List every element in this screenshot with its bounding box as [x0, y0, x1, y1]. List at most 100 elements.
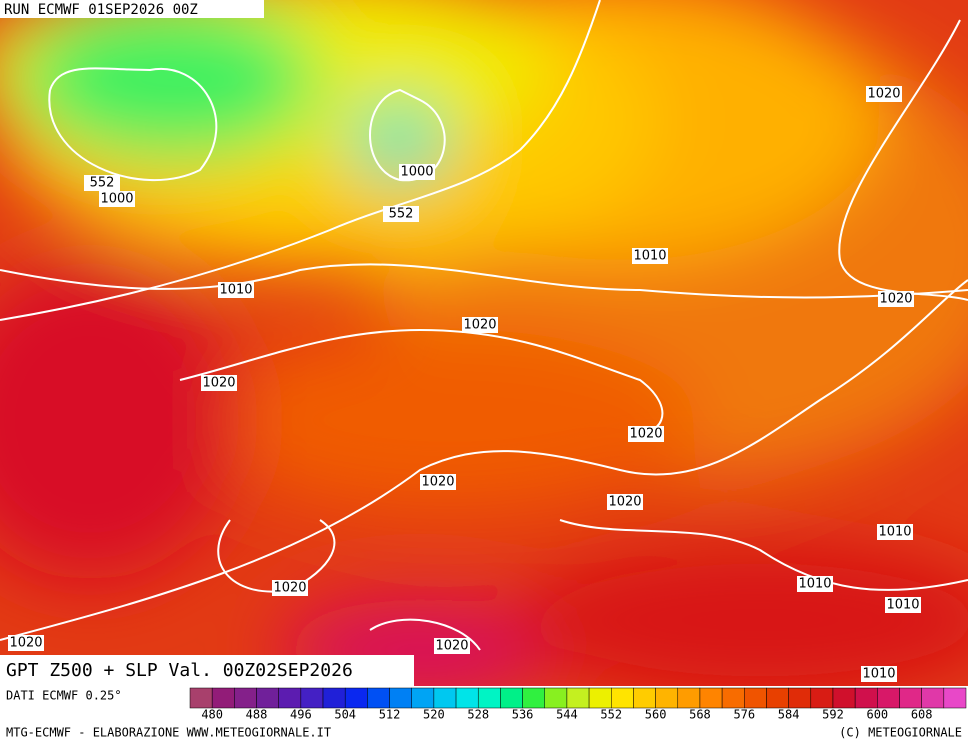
contour-label: 1020 [435, 639, 468, 654]
source-label: DATI ECMWF 0.25° [6, 689, 122, 703]
contour-label: 1020 [9, 636, 42, 651]
contour-label-bg [434, 638, 470, 654]
contour-label: 1010 [886, 598, 919, 613]
contour-label-bg [201, 375, 237, 391]
legend-swatch [544, 687, 568, 709]
legend-swatch [455, 687, 479, 709]
legend-label: 568 [689, 708, 711, 722]
legend-swatch [921, 687, 945, 709]
legend-swatch [433, 687, 457, 709]
legend-swatch [877, 687, 900, 709]
legend-label: 520 [423, 708, 445, 722]
legend-swatch [189, 687, 213, 709]
contour-label-bg [607, 494, 643, 510]
legend-label: 512 [379, 708, 401, 722]
contour-label: 1020 [867, 87, 900, 102]
contour-label: 1020 [629, 427, 662, 442]
legend-swatch [477, 687, 501, 709]
legend-label: 528 [467, 708, 489, 722]
legend-swatch [699, 687, 723, 709]
contour-label: 1020 [608, 495, 641, 510]
contour-label: 1010 [798, 577, 831, 592]
legend-swatch [655, 687, 679, 709]
contour-label-bg [632, 248, 668, 264]
legend-swatch [744, 687, 767, 709]
legend-label: 536 [512, 708, 534, 722]
contour-label-bg [628, 426, 664, 442]
contour-label: 1020 [879, 292, 912, 307]
footer-right: (C) METEOGIORNALE [839, 726, 962, 740]
legend-label: 504 [334, 708, 356, 722]
contour-label-bg [84, 175, 120, 191]
run-box [0, 0, 264, 18]
legend-swatch [943, 687, 967, 709]
legend-swatch [854, 687, 878, 709]
contour-label: 1010 [633, 249, 666, 264]
contour-label: 1000 [400, 165, 433, 180]
contour-label-bg [866, 86, 902, 102]
legend-label: 488 [246, 708, 268, 722]
contour-label-bg [797, 576, 833, 592]
title-box [0, 655, 414, 686]
legend-swatch [278, 687, 302, 709]
legend-swatch [256, 687, 279, 709]
run-label: RUN ECMWF 01SEP2026 00Z [4, 2, 198, 18]
legend-swatch [234, 687, 257, 709]
legend-swatch [633, 687, 656, 709]
legend-swatch [899, 687, 922, 709]
legend-swatch [566, 687, 590, 709]
contour-label-bg [420, 474, 456, 490]
legend-label: 544 [556, 708, 578, 722]
legend-label: 592 [822, 708, 844, 722]
contour-label-bg [877, 524, 913, 540]
contour-labels: 5521000100055210101010102010201020102010… [8, 86, 921, 682]
contour-label: 1010 [878, 525, 911, 540]
legend-label: 584 [778, 708, 800, 722]
contour-label: 1010 [862, 667, 895, 682]
contour-label: 1010 [219, 283, 252, 298]
legend-swatch [411, 687, 435, 709]
contour-label-bg [399, 164, 435, 180]
contour-label-bg [878, 291, 914, 307]
legend-swatch [611, 687, 634, 709]
legend-label: 496 [290, 708, 312, 722]
legend-swatch [211, 687, 235, 709]
legend-label: 576 [733, 708, 755, 722]
footer-left: MTG-ECMWF - ELABORAZIONE WWW.METEOGIORNA… [6, 726, 331, 740]
contour-label: 1020 [463, 318, 496, 333]
legend-swatch [367, 687, 390, 709]
map-title: GPT Z500 + SLP Val. 00Z02SEP2026 [6, 660, 353, 681]
isolines [0, 0, 968, 651]
legend-label: 552 [600, 708, 622, 722]
legend-label: 600 [866, 708, 888, 722]
contour-label-bg [885, 597, 921, 613]
legend-swatch [788, 687, 812, 709]
contour-label-bg [8, 635, 44, 651]
contour-label: 1000 [100, 192, 133, 207]
legend-label: 608 [911, 708, 933, 722]
legend-swatch [522, 687, 545, 709]
contour-label-bg [861, 666, 897, 682]
color-legend: 480 488 496 504 512 520 528 536 544 552 560 568 576 5… [189, 687, 967, 722]
legend-swatch [677, 687, 701, 709]
legend-swatch [389, 687, 412, 709]
legend-swatch [588, 687, 612, 709]
contour-label: 1020 [202, 376, 235, 391]
contour-label-bg [272, 580, 308, 596]
contour-label-bg [383, 206, 419, 222]
legend-swatch [832, 687, 856, 709]
legend-swatch [500, 687, 523, 709]
legend-swatch [721, 687, 745, 709]
contour-label: 552 [90, 176, 115, 191]
legend-swatch [344, 687, 368, 709]
contour-label-bg [462, 317, 498, 333]
legend-swatch [766, 687, 789, 709]
legend-swatch [300, 687, 324, 709]
field [0, 0, 968, 700]
contour-label: 1020 [273, 581, 306, 596]
contour-label: 1020 [421, 475, 454, 490]
legend-label: 560 [645, 708, 667, 722]
legend-swatch [322, 687, 346, 709]
contour-label: 552 [389, 207, 414, 222]
